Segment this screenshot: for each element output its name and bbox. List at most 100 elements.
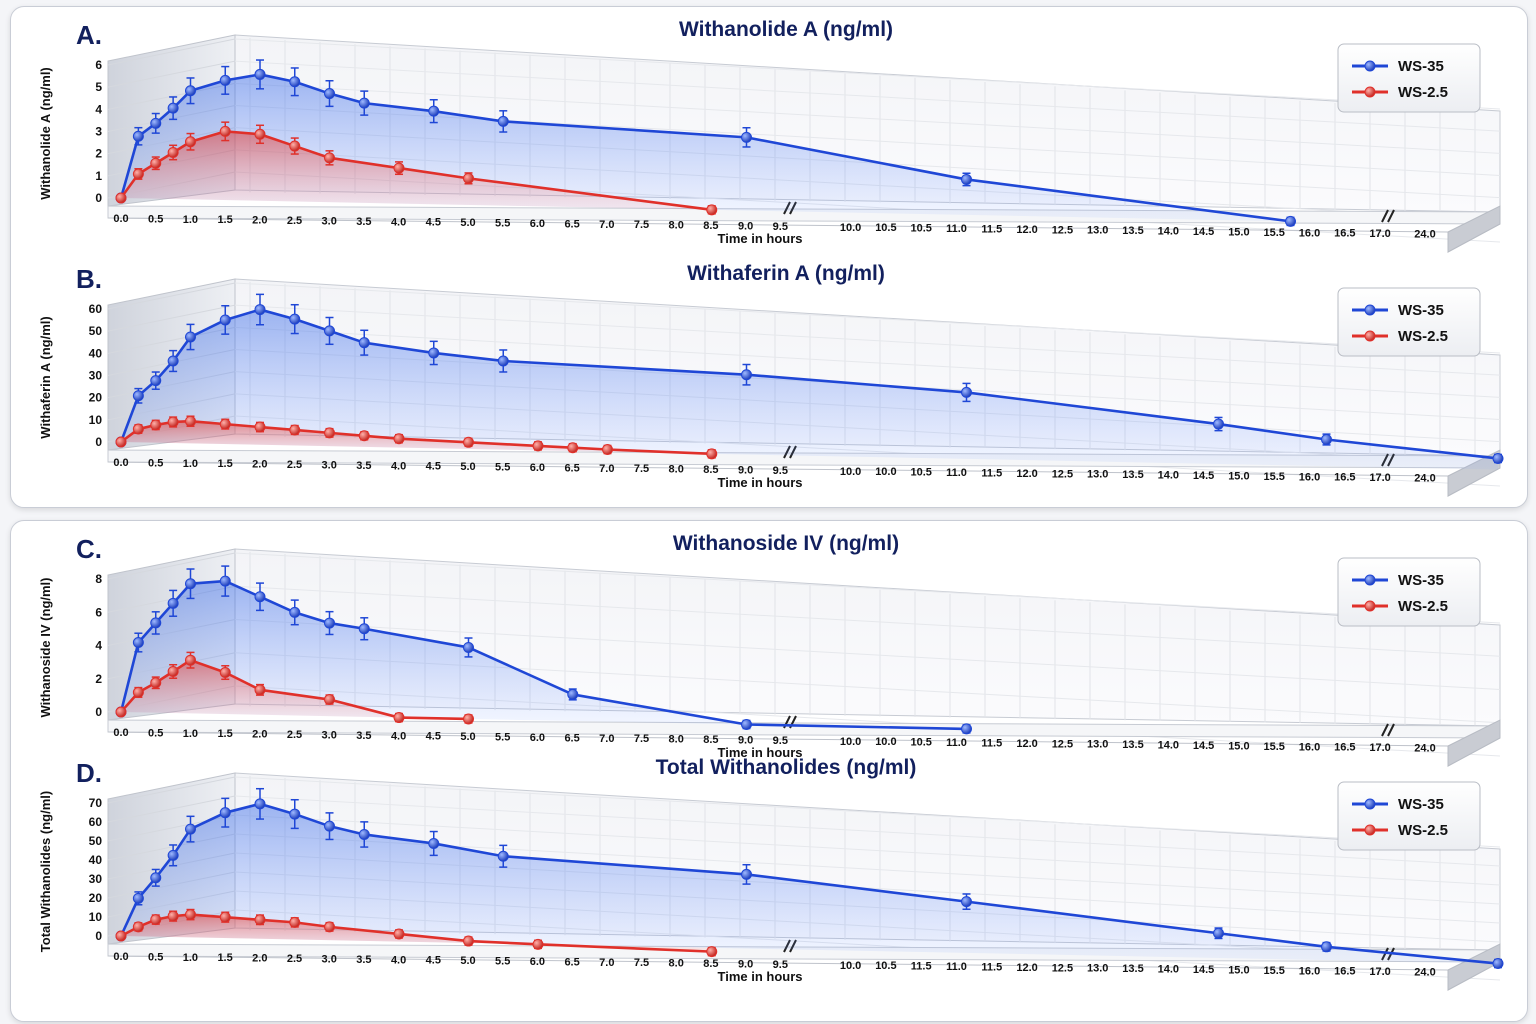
y-tick-label: 20 [89, 891, 103, 905]
x-tick-label: 13.0 [1087, 469, 1108, 481]
ws35-point [358, 97, 370, 109]
x-tick-label: 9.0 [738, 958, 753, 970]
ws25-point [324, 152, 335, 164]
x-tick-label: 13.5 [1122, 739, 1143, 751]
ws35-point [219, 807, 231, 819]
legend-label: WS-2.5 [1398, 84, 1448, 101]
panel-title: Withaferin A (ng/ml) [687, 262, 885, 285]
x-tick-label: 9.0 [738, 464, 753, 476]
ws25-point [706, 946, 718, 958]
ws25-point [150, 914, 162, 926]
x-tick-label: 0.5 [148, 457, 163, 469]
x-tick-label: 6.0 [530, 732, 545, 744]
x-axis-label: Time in hours [718, 969, 803, 984]
x-tick-label: 10.5 [910, 223, 931, 235]
ws25-point [115, 192, 127, 204]
y-tick-label: 1 [95, 169, 102, 183]
x-tick-label: 4.5 [426, 955, 441, 967]
y-tick-label: 2 [95, 147, 102, 161]
legend-label: WS-2.5 [1398, 328, 1448, 345]
x-tick-label: 15.0 [1228, 964, 1249, 976]
ws35-area [121, 803, 1498, 964]
x-tick-label: 8.0 [669, 220, 684, 232]
y-tick-label: 3 [95, 125, 102, 139]
x-tick-label: 11.0 [946, 961, 967, 973]
ws35-point [1285, 215, 1296, 227]
y-grid-line [107, 282, 236, 310]
ws35-point [254, 798, 266, 810]
x-tick-label: 4.5 [426, 461, 441, 473]
x-tick-label: 1.0 [183, 458, 198, 470]
ws25-point [358, 430, 370, 442]
ws35-point [167, 102, 179, 114]
y-grid-line [107, 60, 236, 88]
ws35-point [289, 313, 301, 325]
x-tick-label: 8.0 [669, 734, 684, 746]
panel-letter: B. [76, 264, 102, 294]
x-tick-label: 3.5 [356, 730, 371, 742]
y-grid-line [234, 585, 1501, 657]
x-tick-label: 5.5 [495, 462, 510, 474]
y-axis-label: Withaferin A (ng/ml) [38, 316, 53, 438]
ws35-point [961, 896, 972, 908]
x-tick-label: 3.5 [356, 954, 371, 966]
y-tick-label: 60 [89, 815, 103, 829]
x-tick-label: 13.0 [1087, 225, 1108, 237]
y-grid-line [234, 795, 1501, 867]
x-tick-label: 17.0 [1369, 742, 1390, 754]
x-tick-label: 15.0 [1228, 740, 1249, 752]
x-tick-label: 6.5 [564, 732, 579, 744]
ws35-point [1213, 927, 1224, 939]
legend-marker [1364, 304, 1376, 316]
ws25-point [219, 418, 231, 430]
ws25-point [132, 168, 144, 180]
x-tick-label: 5.5 [495, 956, 510, 968]
x-tick-label: 9.0 [738, 220, 753, 232]
x-tick-label: 11.5 [981, 961, 1002, 973]
x-tick-label: 7.5 [634, 463, 649, 475]
ws35-point [289, 76, 301, 88]
x-tick-label: 16.5 [1334, 228, 1355, 240]
x-tick-label: 11.5 [981, 223, 1002, 235]
y-tick-label: 10 [89, 910, 103, 924]
ws25-point [289, 140, 301, 152]
panel-title: Withanoside IV (ng/ml) [673, 532, 899, 555]
y-tick-label: 6 [95, 605, 102, 619]
ws25-point [150, 419, 162, 431]
x-tick-label: 3.0 [322, 953, 337, 965]
ws35-point [741, 131, 752, 143]
x-tick-label: 2.0 [252, 729, 267, 741]
ws25-point [532, 440, 544, 452]
x-tick-label: 1.5 [217, 952, 232, 964]
y-grid-line [107, 795, 236, 823]
ws35-point [961, 723, 972, 735]
x-tick-label: 5.0 [460, 461, 475, 473]
x-tick-label: 16.0 [1299, 227, 1320, 239]
x-tick-label: 16.0 [1299, 965, 1320, 977]
x-tick-label: 12.5 [1052, 468, 1073, 480]
x-axis-label: Time in hours [718, 745, 803, 760]
ws25-point [324, 921, 335, 933]
ws25-point [254, 421, 266, 433]
x-tick-label: 8.5 [703, 958, 718, 970]
ws25-point [150, 677, 162, 689]
ws35-point [428, 347, 440, 359]
y-grid-line [234, 776, 1501, 848]
ws25-line [120, 658, 469, 721]
x-tick-label: 4.0 [391, 460, 406, 472]
ws35-point [358, 828, 370, 840]
y-grid-line [234, 814, 1501, 886]
ws35-point [185, 578, 196, 590]
ws25-point [463, 713, 474, 725]
x-tick-label: 1.0 [183, 214, 198, 226]
x-tick-label: 17.0 [1369, 472, 1390, 484]
legend-box [1337, 557, 1481, 627]
x-tick-label: 4.5 [426, 731, 441, 743]
y-grid-line [234, 282, 1501, 354]
axis-break-mark [1381, 723, 1395, 737]
x-tick-label: 13.5 [1122, 469, 1143, 481]
x-tick-label: 11.5 [981, 737, 1002, 749]
x-tick-label: 9.5 [773, 735, 788, 747]
y-tick-label: 40 [89, 346, 103, 360]
